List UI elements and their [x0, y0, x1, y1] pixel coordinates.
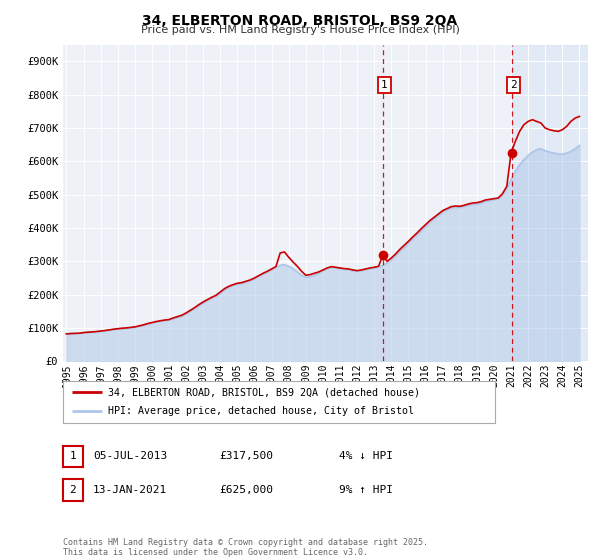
Text: £625,000: £625,000 [219, 485, 273, 495]
Text: 9% ↑ HPI: 9% ↑ HPI [339, 485, 393, 495]
Text: Contains HM Land Registry data © Crown copyright and database right 2025.
This d: Contains HM Land Registry data © Crown c… [63, 538, 428, 557]
Text: £317,500: £317,500 [219, 451, 273, 461]
Bar [512, 45, 588, 361]
Text: 05-JUL-2013: 05-JUL-2013 [93, 451, 167, 461]
Text: 34, ELBERTON ROAD, BRISTOL, BS9 2QA: 34, ELBERTON ROAD, BRISTOL, BS9 2QA [142, 14, 458, 28]
Text: 1: 1 [70, 451, 76, 461]
Text: 4% ↓ HPI: 4% ↓ HPI [339, 451, 393, 461]
Text: 34, ELBERTON ROAD, BRISTOL, BS9 2QA (detached house): 34, ELBERTON ROAD, BRISTOL, BS9 2QA (det… [109, 387, 421, 397]
Text: Price paid vs. HM Land Registry's House Price Index (HPI): Price paid vs. HM Land Registry's House … [140, 25, 460, 35]
Text: 1: 1 [381, 80, 388, 90]
Text: HPI: Average price, detached house, City of Bristol: HPI: Average price, detached house, City… [109, 407, 415, 417]
Text: 13-JAN-2021: 13-JAN-2021 [93, 485, 167, 495]
Text: 2: 2 [70, 485, 76, 495]
Text: 2: 2 [510, 80, 517, 90]
